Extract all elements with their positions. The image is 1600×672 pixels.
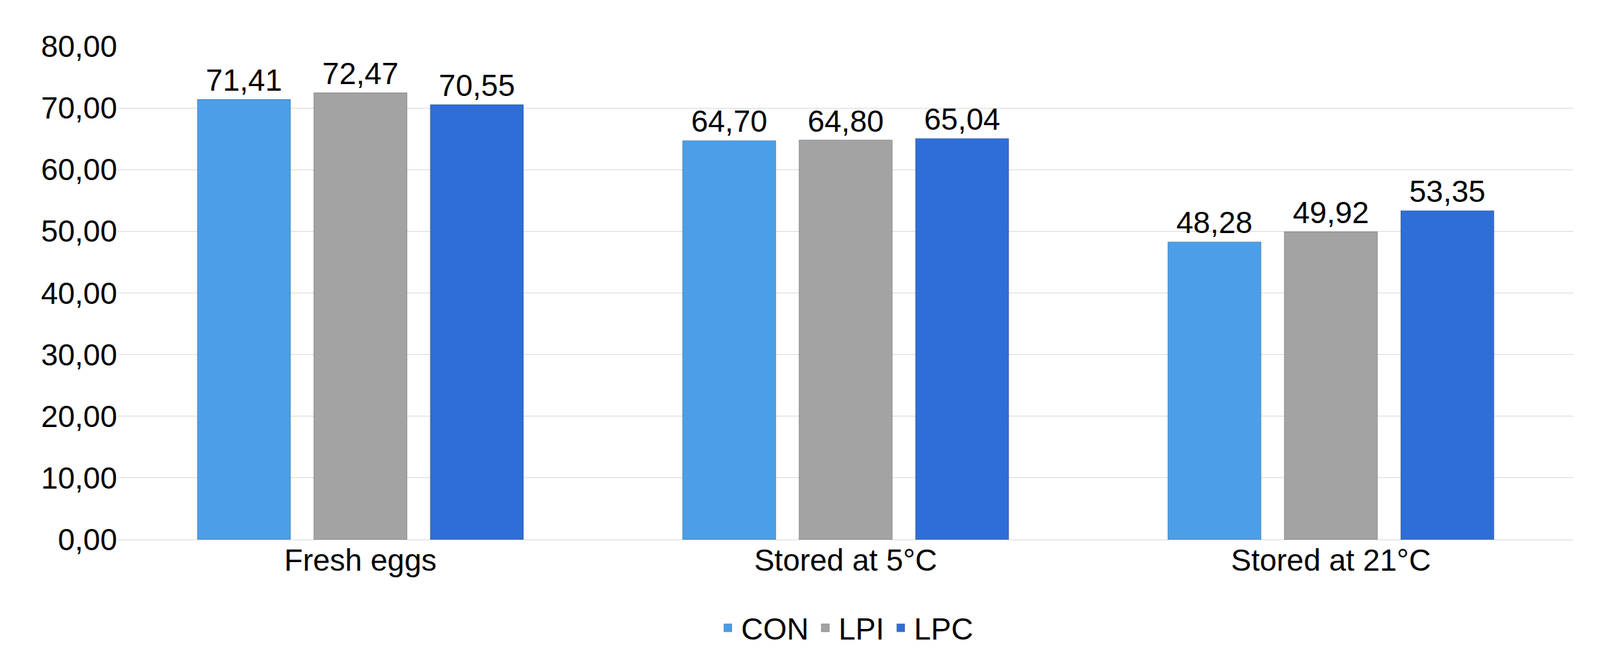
svg-text:LPI: LPI [838,611,885,646]
svg-text:53,35: 53,35 [1409,174,1486,209]
svg-text:Stored at 21°C: Stored at 21°C [1230,542,1431,578]
svg-text:65,04: 65,04 [923,101,1000,137]
svg-text:80,00: 80,00 [41,29,118,64]
svg-text:70,00: 70,00 [41,90,118,126]
svg-text:0,00: 0,00 [57,522,118,557]
svg-text:Fresh eggs: Fresh eggs [284,542,437,578]
svg-text:10,00: 10,00 [41,460,118,495]
svg-text:CON: CON [741,611,809,646]
svg-text:48,28: 48,28 [1176,205,1253,240]
svg-text:20,00: 20,00 [41,399,118,434]
svg-text:LPC: LPC [913,611,973,646]
svg-text:50,00: 50,00 [41,213,118,249]
svg-text:60,00: 60,00 [41,152,118,187]
svg-text:64,80: 64,80 [807,103,884,139]
svg-text:40,00: 40,00 [41,275,118,311]
svg-text:Stored at 5°C: Stored at 5°C [754,542,938,578]
svg-text:64,70: 64,70 [690,103,767,139]
svg-text:71,41: 71,41 [205,62,282,98]
svg-text:49,92: 49,92 [1292,195,1370,230]
svg-text:72,47: 72,47 [322,56,399,91]
svg-text:70,55: 70,55 [438,68,515,103]
svg-text:30,00: 30,00 [41,337,118,372]
